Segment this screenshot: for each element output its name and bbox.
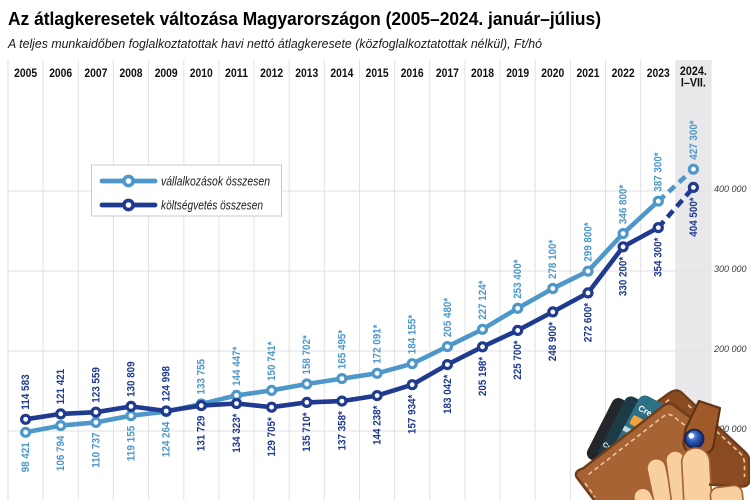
svg-text:2013: 2013 xyxy=(295,68,318,80)
svg-text:2017: 2017 xyxy=(436,68,459,80)
svg-text:158 702*: 158 702* xyxy=(301,334,313,374)
svg-text:2014: 2014 xyxy=(330,68,354,80)
svg-text:133 755: 133 755 xyxy=(196,359,208,395)
svg-text:130 809: 130 809 xyxy=(125,361,137,397)
svg-text:2009: 2009 xyxy=(155,68,178,80)
svg-text:427 300*: 427 300* xyxy=(688,120,700,160)
svg-text:400 000: 400 000 xyxy=(714,184,747,194)
svg-text:119 155: 119 155 xyxy=(125,426,137,462)
svg-text:227 124*: 227 124* xyxy=(477,280,489,320)
svg-text:124 264: 124 264 xyxy=(161,422,173,458)
svg-text:272 600*: 272 600* xyxy=(582,302,594,342)
svg-text:110 737: 110 737 xyxy=(90,432,102,468)
svg-text:123 559: 123 559 xyxy=(90,367,102,403)
svg-text:2015: 2015 xyxy=(366,68,390,80)
svg-text:2011: 2011 xyxy=(225,68,249,80)
svg-text:404 500*: 404 500* xyxy=(688,197,700,237)
svg-text:2005: 2005 xyxy=(14,68,38,80)
svg-text:2006: 2006 xyxy=(49,68,72,80)
svg-text:124 998: 124 998 xyxy=(161,366,173,402)
svg-text:2019: 2019 xyxy=(506,68,529,80)
svg-text:2010: 2010 xyxy=(190,68,213,80)
svg-text:114 583: 114 583 xyxy=(20,374,32,410)
svg-text:költségvetés összesen: költségvetés összesen xyxy=(161,198,263,213)
svg-text:98 421: 98 421 xyxy=(20,442,32,472)
svg-text:2012: 2012 xyxy=(260,68,283,80)
svg-text:300 000: 300 000 xyxy=(714,264,747,274)
svg-text:106 794: 106 794 xyxy=(55,436,67,472)
svg-text:2021: 2021 xyxy=(577,68,601,80)
svg-text:134 323*: 134 323* xyxy=(231,413,243,453)
svg-text:144 447*: 144 447* xyxy=(231,346,243,386)
svg-text:2018: 2018 xyxy=(471,68,495,80)
svg-text:387 300*: 387 300* xyxy=(653,152,665,192)
svg-text:253 400*: 253 400* xyxy=(512,259,524,299)
svg-text:129 705*: 129 705* xyxy=(266,416,278,456)
svg-text:172 091*: 172 091* xyxy=(372,324,384,364)
svg-text:131 729: 131 729 xyxy=(196,416,208,452)
svg-text:2022: 2022 xyxy=(612,68,635,80)
svg-text:2020: 2020 xyxy=(541,68,564,80)
svg-text:165 495*: 165 495* xyxy=(336,329,348,369)
svg-text:100 000: 100 000 xyxy=(714,424,747,434)
svg-text:135 710*: 135 710* xyxy=(301,412,313,452)
svg-text:2024.: 2024. xyxy=(680,66,707,78)
svg-text:144 238*: 144 238* xyxy=(372,405,384,445)
svg-text:150 741*: 150 741* xyxy=(266,341,278,381)
svg-text:205 480*: 205 480* xyxy=(442,297,454,337)
svg-text:2007: 2007 xyxy=(84,68,107,80)
svg-text:2023: 2023 xyxy=(647,68,670,80)
svg-text:2016: 2016 xyxy=(401,68,424,80)
svg-text:137 358*: 137 358* xyxy=(336,410,348,450)
svg-text:vállalkozások összesen: vállalkozások összesen xyxy=(161,174,270,189)
svg-text:I–VII.: I–VII. xyxy=(681,78,706,90)
svg-text:Az átlagkeresetek változása Ma: Az átlagkeresetek változása Magyarország… xyxy=(8,8,601,29)
svg-text:225 700*: 225 700* xyxy=(512,340,524,380)
svg-text:157 934*: 157 934* xyxy=(407,394,419,434)
svg-text:346 800*: 346 800* xyxy=(618,184,630,224)
svg-text:330 200*: 330 200* xyxy=(618,256,630,296)
svg-text:248 900*: 248 900* xyxy=(547,321,559,361)
svg-text:2008: 2008 xyxy=(120,68,144,80)
svg-text:121 421: 121 421 xyxy=(55,369,67,405)
svg-text:354 300*: 354 300* xyxy=(653,237,665,277)
svg-text:200 000: 200 000 xyxy=(713,344,747,354)
svg-text:278 100*: 278 100* xyxy=(547,239,559,279)
svg-text:184 155*: 184 155* xyxy=(407,314,419,354)
svg-text:183 042*: 183 042* xyxy=(442,374,454,414)
svg-text:205 198*: 205 198* xyxy=(477,356,489,396)
svg-text:A teljes munkaidőben foglalkoz: A teljes munkaidőben foglalkoztatottak h… xyxy=(7,37,542,51)
svg-text:299 800*: 299 800* xyxy=(582,222,594,262)
